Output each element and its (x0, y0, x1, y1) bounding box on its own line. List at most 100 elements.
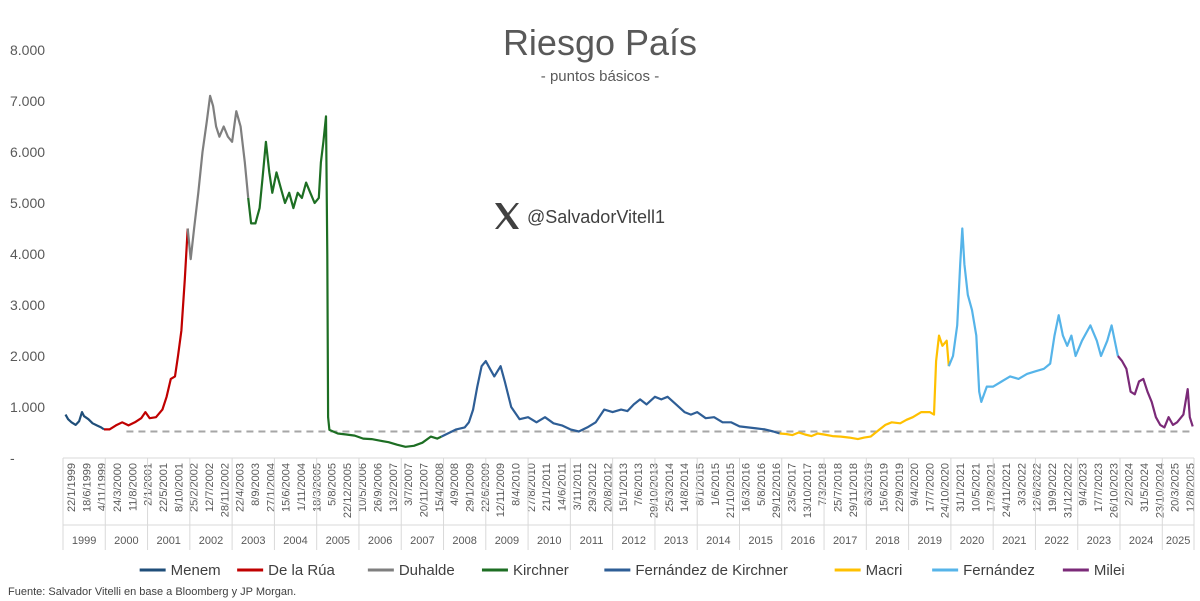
x-tick-label: 14/6/2011 (557, 463, 569, 511)
year-label: 2021 (1002, 535, 1026, 547)
x-tick-label: 25/3/2014 (664, 463, 676, 512)
y-tick-label: - (10, 450, 15, 466)
x-tick-label: 18/3/2005 (311, 463, 323, 512)
x-tick-label: 22/5/2001 (158, 463, 170, 512)
year-label: 2023 (1087, 535, 1111, 547)
x-tick-label: 20/8/2012 (603, 463, 615, 512)
watermark: @SalvadorVitell1 (495, 203, 665, 229)
x-tick-label: 17/8/2021 (986, 463, 998, 512)
x-tick-label: 3/3/2022 (1016, 463, 1028, 506)
x-tick-label: 12/11/2009 (495, 463, 507, 517)
x-tick-label: 28/11/2002 (219, 463, 231, 517)
watermark-handle: @SalvadorVitell1 (527, 207, 665, 227)
year-label: 2002 (199, 535, 223, 547)
x-tick-label: 22/4/2003 (235, 463, 247, 512)
legend-label-de-la-rua: De la Rúa (268, 562, 335, 579)
x-tick-label: 8/9/2003 (250, 463, 262, 506)
x-tick-label: 15/6/2019 (878, 463, 890, 512)
year-label: 2019 (918, 535, 942, 547)
year-label: 1999 (72, 535, 96, 547)
series-line-de-la-rua (104, 228, 189, 431)
x-tick-label: 8/3/2019 (863, 463, 875, 506)
x-tick-label: 8/1/2015 (694, 463, 706, 506)
x-tick-label: 12/7/2002 (204, 463, 216, 512)
year-label: 2001 (156, 535, 180, 547)
x-tick-label: 25/7/2018 (832, 463, 844, 512)
x-tick-label: 1/6/2015 (710, 463, 722, 506)
year-label: 2018 (875, 535, 899, 547)
x-tick-label: 20/11/2007 (419, 463, 431, 517)
x-tick-label: 26/9/2006 (373, 463, 385, 512)
legend-label-fernandez: Fernández (963, 562, 1035, 579)
x-tick-label: 29/12/2016 (771, 463, 783, 518)
year-label: 2011 (580, 535, 604, 547)
x-tick-label: 12/8/2025 (1185, 463, 1197, 512)
y-tick-label: 6.000 (10, 144, 45, 160)
series-line-duhalde (186, 94, 250, 261)
year-label: 2008 (452, 535, 476, 547)
x-tick-label: 9/4/2023 (1078, 463, 1090, 506)
legend: Menem De la Rúa Duhalde Kirchner Fernández d… (139, 562, 1125, 579)
x-tick-label: 4/9/2008 (449, 463, 461, 506)
x-tick-label: 13/10/2017 (802, 463, 814, 518)
x-tick-label: 10/5/2021 (970, 463, 982, 512)
year-label: 2010 (537, 535, 561, 547)
x-tick-label: 27/8/2010 (526, 463, 538, 512)
y-tick-label: 3.000 (10, 297, 45, 313)
series-group (64, 94, 1194, 448)
x-tick-label: 22/12/2005 (342, 463, 354, 518)
x-tick-label: 15/6/2004 (281, 463, 293, 512)
year-label: 2004 (283, 535, 307, 547)
x-tick-label: 22/9/2019 (894, 463, 906, 512)
x-tick-label: 7/6/2013 (633, 463, 645, 506)
x-tick-label: 11/8/2000 (127, 463, 139, 511)
x-tick-label: 15/1/2013 (618, 463, 630, 512)
x-tick-label: 5/8/2005 (327, 463, 339, 506)
legend-label-kirchner: Kirchner (513, 562, 569, 579)
x-tick-label: 16/3/2016 (740, 463, 752, 512)
y-tick-label: 2.000 (10, 348, 45, 364)
x-tick-label: 24/11/2021 (1001, 463, 1013, 517)
series-line-fernandez (947, 227, 1119, 403)
series-line-kirchner (247, 115, 442, 448)
year-label: 2012 (622, 535, 646, 547)
x-tick-label: 8/10/2001 (173, 463, 185, 512)
legend-label-macri: Macri (866, 562, 903, 579)
x-tick-label: 21/10/2015 (725, 463, 737, 518)
x-tick-label: 13/2/2007 (388, 463, 400, 512)
x-tick-label: 24/10/2020 (940, 463, 952, 518)
x-tick-label: 4/11/1999 (97, 463, 109, 511)
x-tick-label: 22/1/1999 (66, 463, 78, 512)
x-logo-icon (495, 203, 519, 229)
x-tick-label: 8/4/2010 (511, 463, 523, 506)
legend-label-milei: Milei (1094, 562, 1125, 579)
y-tick-label: 7.000 (10, 93, 45, 109)
x-axis: 22/1/1999 18/6/1999 4/11/1999 24/3/2000 11/8… (62, 457, 1197, 550)
y-tick-label: 5.000 (10, 195, 45, 211)
legend-label-duhalde: Duhalde (399, 562, 455, 579)
legend-label-fernandez-de-kirchner: Fernández de Kirchner (635, 562, 788, 579)
year-label: 2009 (495, 535, 519, 547)
legend-label-menem: Menem (171, 562, 221, 579)
x-tick-label: 25/2/2002 (189, 463, 201, 512)
x-tick-label: 21/1/2011 (541, 463, 553, 511)
x-tick-label: 10/5/2006 (357, 463, 369, 512)
year-label: 2014 (706, 535, 730, 547)
series-line-menem (64, 411, 105, 431)
year-label: 2024 (1129, 535, 1153, 547)
series-line-fernandez-de-kirchner (440, 360, 781, 438)
x-tick-label: 23/5/2017 (786, 463, 798, 512)
x-tick-label: 5/8/2016 (756, 463, 768, 506)
x-tick-label: 2/1/2001 (143, 463, 155, 506)
x-tick-label: 3/7/2007 (403, 463, 415, 506)
x-tick-label: 3/11/2011 (572, 463, 584, 510)
y-tick-label: 4.000 (10, 246, 45, 262)
year-label: 2016 (791, 535, 815, 547)
chart-subtitle: - puntos básicos - (541, 68, 659, 85)
x-tick-label: 17/7/2023 (1093, 463, 1105, 512)
year-label: 2013 (664, 535, 688, 547)
x-tick-label: 29/11/2018 (848, 463, 860, 517)
x-tick-label: 18/6/1999 (81, 463, 93, 512)
year-label: 2007 (410, 535, 434, 547)
